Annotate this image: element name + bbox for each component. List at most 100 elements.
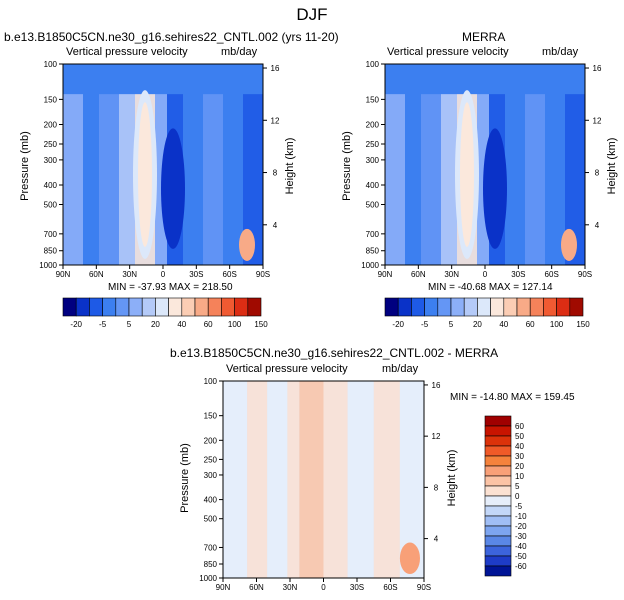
y2-tick-label: 8 xyxy=(434,483,439,492)
y-tick-label: 700 xyxy=(204,543,218,552)
colorbar-label: -60 xyxy=(515,562,527,571)
field-band xyxy=(99,94,119,266)
panel-3-minmax: MIN = -14.80 MAX = 159.45 xyxy=(450,392,575,403)
y-tick-label: 1000 xyxy=(199,574,217,583)
x-tick-label: 30S xyxy=(511,270,525,279)
field-band xyxy=(505,94,525,266)
y-tick-label: 100 xyxy=(366,60,380,69)
colorbar-label: -40 xyxy=(515,542,527,551)
colorbar-label: 60 xyxy=(526,320,535,329)
y-tick-label: 850 xyxy=(204,560,218,569)
colorbar-swatch xyxy=(484,465,512,477)
colorbar-swatch xyxy=(477,297,491,317)
x-tick-label: 0 xyxy=(483,270,488,279)
colorbar-label: 20 xyxy=(473,320,482,329)
colorbar-swatch xyxy=(484,565,512,577)
colorbar-swatch xyxy=(128,297,143,317)
colorbar-swatch xyxy=(168,297,183,317)
field-band xyxy=(83,94,99,266)
colorbar-swatch xyxy=(543,297,557,317)
colorbar-swatch xyxy=(484,425,512,437)
field-band xyxy=(405,94,421,266)
field-band xyxy=(267,381,288,578)
panel-1-units: mb/day xyxy=(221,46,258,58)
colorbar-label: 40 xyxy=(515,442,524,451)
x-tick-label: 0 xyxy=(161,270,166,279)
colorbar-swatch xyxy=(484,535,512,547)
field-band xyxy=(243,94,263,266)
y-tick-label: 700 xyxy=(366,230,380,239)
colorbar-swatch xyxy=(529,297,544,317)
field-band xyxy=(223,381,248,578)
y2-tick-label: 12 xyxy=(271,116,280,125)
colorbar-swatch xyxy=(556,297,571,317)
colorbar-label: 40 xyxy=(177,320,186,329)
y-tick-label: 250 xyxy=(44,140,58,149)
figure-title: DJF xyxy=(296,5,328,24)
field-band xyxy=(287,381,300,578)
y-tick-label: 1000 xyxy=(361,261,379,270)
field-band xyxy=(223,94,243,266)
colorbar-swatch xyxy=(450,297,465,317)
x-tick-label: 0 xyxy=(321,583,326,592)
x-tick-label: 30N xyxy=(122,270,137,279)
colorbar-swatch xyxy=(181,297,196,317)
y-tick-label: 500 xyxy=(204,515,218,524)
field-band xyxy=(373,381,400,578)
panel-3-left-label: Vertical pressure velocity xyxy=(226,363,348,375)
y-tick-label: 400 xyxy=(44,181,58,190)
colorbar-swatch xyxy=(141,297,156,317)
rising-core xyxy=(138,102,152,247)
panel-2-minmax: MIN = -40.68 MAX = 127.14 xyxy=(428,282,553,293)
colorbar-label: 150 xyxy=(576,320,590,329)
colorbar-swatch xyxy=(75,297,90,317)
colorbar-label: 20 xyxy=(151,320,160,329)
heatmap-field-2 xyxy=(384,63,586,266)
colorbar-label: 0 xyxy=(515,492,520,501)
y-tick-label: 300 xyxy=(204,471,218,480)
x-tick-label: 60N xyxy=(249,583,264,592)
colorbar-swatch xyxy=(484,545,512,557)
panel-1-left-label: Vertical pressure velocity xyxy=(66,46,188,58)
y2-tick-label: 12 xyxy=(432,432,441,441)
colorbar-swatch xyxy=(484,455,512,467)
y-tick-label: 250 xyxy=(366,140,380,149)
colorbar-swatch xyxy=(484,415,512,427)
colorbar-swatch xyxy=(247,297,262,317)
rising-core xyxy=(460,102,474,247)
colorbar-swatch xyxy=(503,297,518,317)
colorbar-label: 150 xyxy=(254,320,268,329)
x-tick-label: 30N xyxy=(444,270,459,279)
y-tick-label: 850 xyxy=(366,247,380,256)
x-tick-label: 90S xyxy=(256,270,270,279)
colorbar-swatch xyxy=(437,297,452,317)
colorbar-swatch xyxy=(484,525,512,537)
colorbar-swatch xyxy=(89,297,103,317)
y-tick-label: 850 xyxy=(44,247,58,256)
colorbar-swatch xyxy=(484,505,512,517)
panel-2-units: mb/day xyxy=(542,46,579,58)
colorbar-swatch xyxy=(155,297,169,317)
subsiding-core xyxy=(483,128,507,249)
colorbar-swatch xyxy=(384,297,399,317)
y2-tick-label: 16 xyxy=(432,381,441,390)
colorbar-swatch xyxy=(411,297,425,317)
field-band xyxy=(119,94,135,266)
y-tick-label: 250 xyxy=(204,455,218,464)
field-band xyxy=(525,94,545,266)
panel-2-left-label: Vertical pressure velocity xyxy=(387,46,509,58)
x-tick-label: 60N xyxy=(89,270,104,279)
field-band xyxy=(63,94,83,266)
x-tick-label: 30S xyxy=(189,270,203,279)
y2-tick-label: 8 xyxy=(273,169,278,178)
y-tick-label: 300 xyxy=(44,156,58,165)
panel-3-units: mb/day xyxy=(382,363,419,375)
field-band xyxy=(299,381,324,578)
y-tick-label: 200 xyxy=(44,121,58,130)
colorbar-swatch xyxy=(484,495,512,507)
colorbar-label: 100 xyxy=(550,320,564,329)
field-band xyxy=(565,94,585,266)
colorbar-swatch xyxy=(207,297,222,317)
colorbar-label: -20 xyxy=(515,522,527,531)
